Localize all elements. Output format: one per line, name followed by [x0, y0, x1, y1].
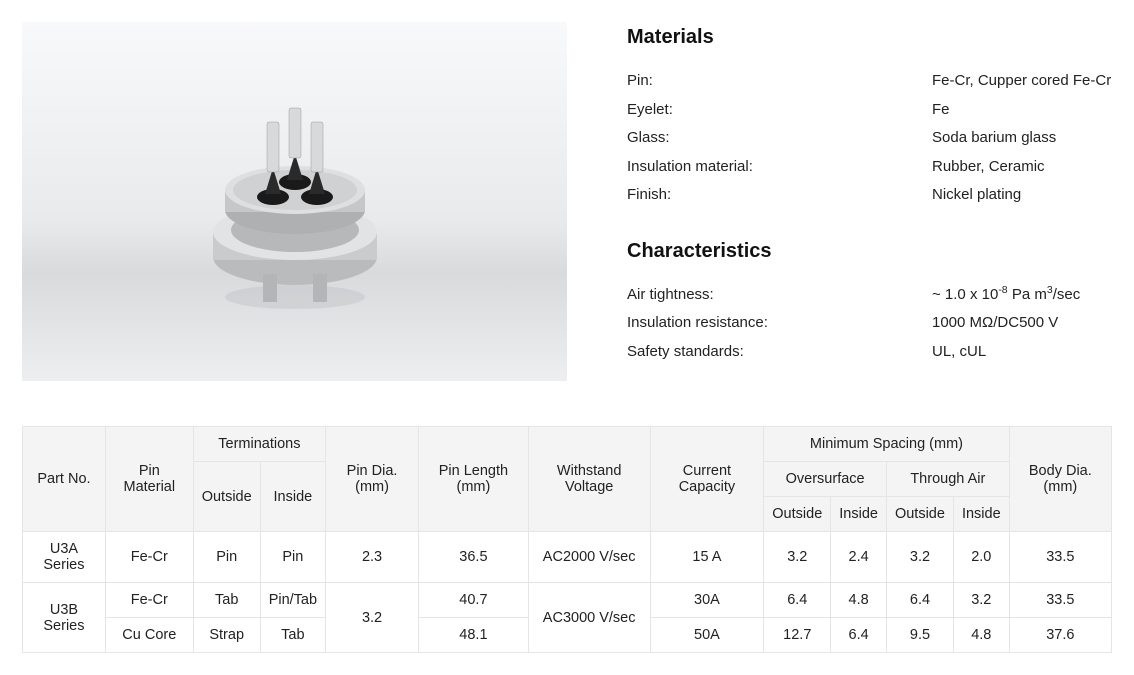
col-ta-inside: Inside: [953, 497, 1009, 532]
col-current-capacity: Current Capacity: [650, 427, 764, 532]
cell-pin-dia: 2.3: [326, 532, 419, 583]
cell-ta-inside: 2.0: [953, 532, 1009, 583]
cell-term-outside: Strap: [193, 618, 260, 653]
cell-term-outside: Pin: [193, 532, 260, 583]
materials-list: Pin: Fe-Cr, Cupper cored Fe-Cr Eyelet: F…: [627, 67, 1112, 210]
spec-row: Pin: Fe-Cr, Cupper cored Fe-Cr: [627, 67, 1112, 96]
spec-label: Glass:: [627, 124, 932, 153]
spec-value: Soda barium glass: [932, 124, 1056, 153]
col-oversurface: Oversurface: [764, 462, 887, 497]
spec-label: Insulation resistance:: [627, 309, 932, 338]
cell-pin-length: 48.1: [419, 618, 529, 653]
cell-ta-inside: 3.2: [953, 583, 1009, 618]
col-os-outside: Outside: [764, 497, 831, 532]
cell-term-inside: Pin: [260, 532, 325, 583]
table-row: U3B Series Fe-Cr Tab Pin/Tab 3.2 40.7 AC…: [23, 583, 1112, 618]
spec-row: Glass: Soda barium glass: [627, 124, 1112, 153]
spec-row: Finish: Nickel plating: [627, 181, 1112, 210]
spec-value: 1000 MΩ/DC500 V: [932, 309, 1058, 338]
cell-pin-material: Fe-Cr: [105, 532, 193, 583]
col-through-air: Through Air: [886, 462, 1009, 497]
col-withstand-voltage: Withstand Voltage: [528, 427, 650, 532]
col-ta-outside: Outside: [886, 497, 953, 532]
spec-row: Safety standards: UL, cUL: [627, 338, 1112, 367]
top-section: Materials Pin: Fe-Cr, Cupper cored Fe-Cr…: [22, 22, 1112, 396]
info-column: Materials Pin: Fe-Cr, Cupper cored Fe-Cr…: [627, 22, 1112, 396]
spec-row: Air tightness: ~ 1.0 x 10-8 Pa m3/sec: [627, 281, 1112, 310]
spec-value: Rubber, Ceramic: [932, 153, 1045, 182]
spec-value: Fe: [932, 96, 950, 125]
col-pin-length: Pin Length (mm): [419, 427, 529, 532]
col-term-outside: Outside: [193, 462, 260, 532]
spec-label: Safety standards:: [627, 338, 932, 367]
cell-os-inside: 6.4: [831, 618, 887, 653]
cell-body-dia: 37.6: [1009, 618, 1111, 653]
component-3d-render: [185, 82, 405, 302]
table-body: U3A Series Fe-Cr Pin Pin 2.3 36.5 AC2000…: [23, 532, 1112, 653]
cell-pin-length: 40.7: [419, 583, 529, 618]
spec-value: ~ 1.0 x 10-8 Pa m3/sec: [932, 281, 1080, 310]
cell-ta-inside: 4.8: [953, 618, 1009, 653]
spec-label: Air tightness:: [627, 281, 932, 310]
spec-row: Eyelet: Fe: [627, 96, 1112, 125]
cell-term-inside: Tab: [260, 618, 325, 653]
cell-ta-outside: 6.4: [886, 583, 953, 618]
col-min-spacing: Minimum Spacing (mm): [764, 427, 1009, 462]
cell-pin-material: Fe-Cr: [105, 583, 193, 618]
spec-label: Pin:: [627, 67, 932, 96]
characteristics-heading: Characteristics: [627, 240, 1112, 263]
spec-row: Insulation material: Rubber, Ceramic: [627, 153, 1112, 182]
cell-ta-outside: 3.2: [886, 532, 953, 583]
cell-current-capacity: 30A: [650, 583, 764, 618]
col-body-dia: Body Dia. (mm): [1009, 427, 1111, 532]
col-os-inside: Inside: [831, 497, 887, 532]
cell-part-no: U3B Series: [23, 583, 106, 653]
spec-value: Nickel plating: [932, 181, 1021, 210]
col-terminations: Terminations: [193, 427, 325, 462]
table-header: Part No. Pin Material Terminations Pin D…: [23, 427, 1112, 532]
cell-os-inside: 2.4: [831, 532, 887, 583]
cell-body-dia: 33.5: [1009, 532, 1111, 583]
cell-os-outside: 12.7: [764, 618, 831, 653]
cell-current-capacity: 15 A: [650, 532, 764, 583]
cell-term-inside: Pin/Tab: [260, 583, 325, 618]
cell-pin-length: 36.5: [419, 532, 529, 583]
col-term-inside: Inside: [260, 462, 325, 532]
cell-body-dia: 33.5: [1009, 583, 1111, 618]
cell-part-no: U3A Series: [23, 532, 106, 583]
cell-pin-material: Cu Core: [105, 618, 193, 653]
cell-ta-outside: 9.5: [886, 618, 953, 653]
cell-withstand-voltage: AC2000 V/sec: [528, 532, 650, 583]
table-row: U3A Series Fe-Cr Pin Pin 2.3 36.5 AC2000…: [23, 532, 1112, 583]
spec-row: Insulation resistance: 1000 MΩ/DC500 V: [627, 309, 1112, 338]
spec-value: UL, cUL: [932, 338, 986, 367]
col-pin-dia: Pin Dia. (mm): [326, 427, 419, 532]
cell-os-outside: 6.4: [764, 583, 831, 618]
cell-os-inside: 4.8: [831, 583, 887, 618]
spec-value: Fe-Cr, Cupper cored Fe-Cr: [932, 67, 1111, 96]
cell-withstand-voltage: AC3000 V/sec: [528, 583, 650, 653]
materials-heading: Materials: [627, 26, 1112, 49]
cell-term-outside: Tab: [193, 583, 260, 618]
col-part-no: Part No.: [23, 427, 106, 532]
characteristics-list: Air tightness: ~ 1.0 x 10-8 Pa m3/sec In…: [627, 281, 1112, 367]
product-image: [22, 22, 567, 381]
col-pin-material: Pin Material: [105, 427, 193, 532]
cell-os-outside: 3.2: [764, 532, 831, 583]
spec-label: Finish:: [627, 181, 932, 210]
cell-pin-dia: 3.2: [326, 583, 419, 653]
spec-table: Part No. Pin Material Terminations Pin D…: [22, 426, 1112, 653]
spec-label: Eyelet:: [627, 96, 932, 125]
spec-label: Insulation material:: [627, 153, 932, 182]
cell-current-capacity: 50A: [650, 618, 764, 653]
